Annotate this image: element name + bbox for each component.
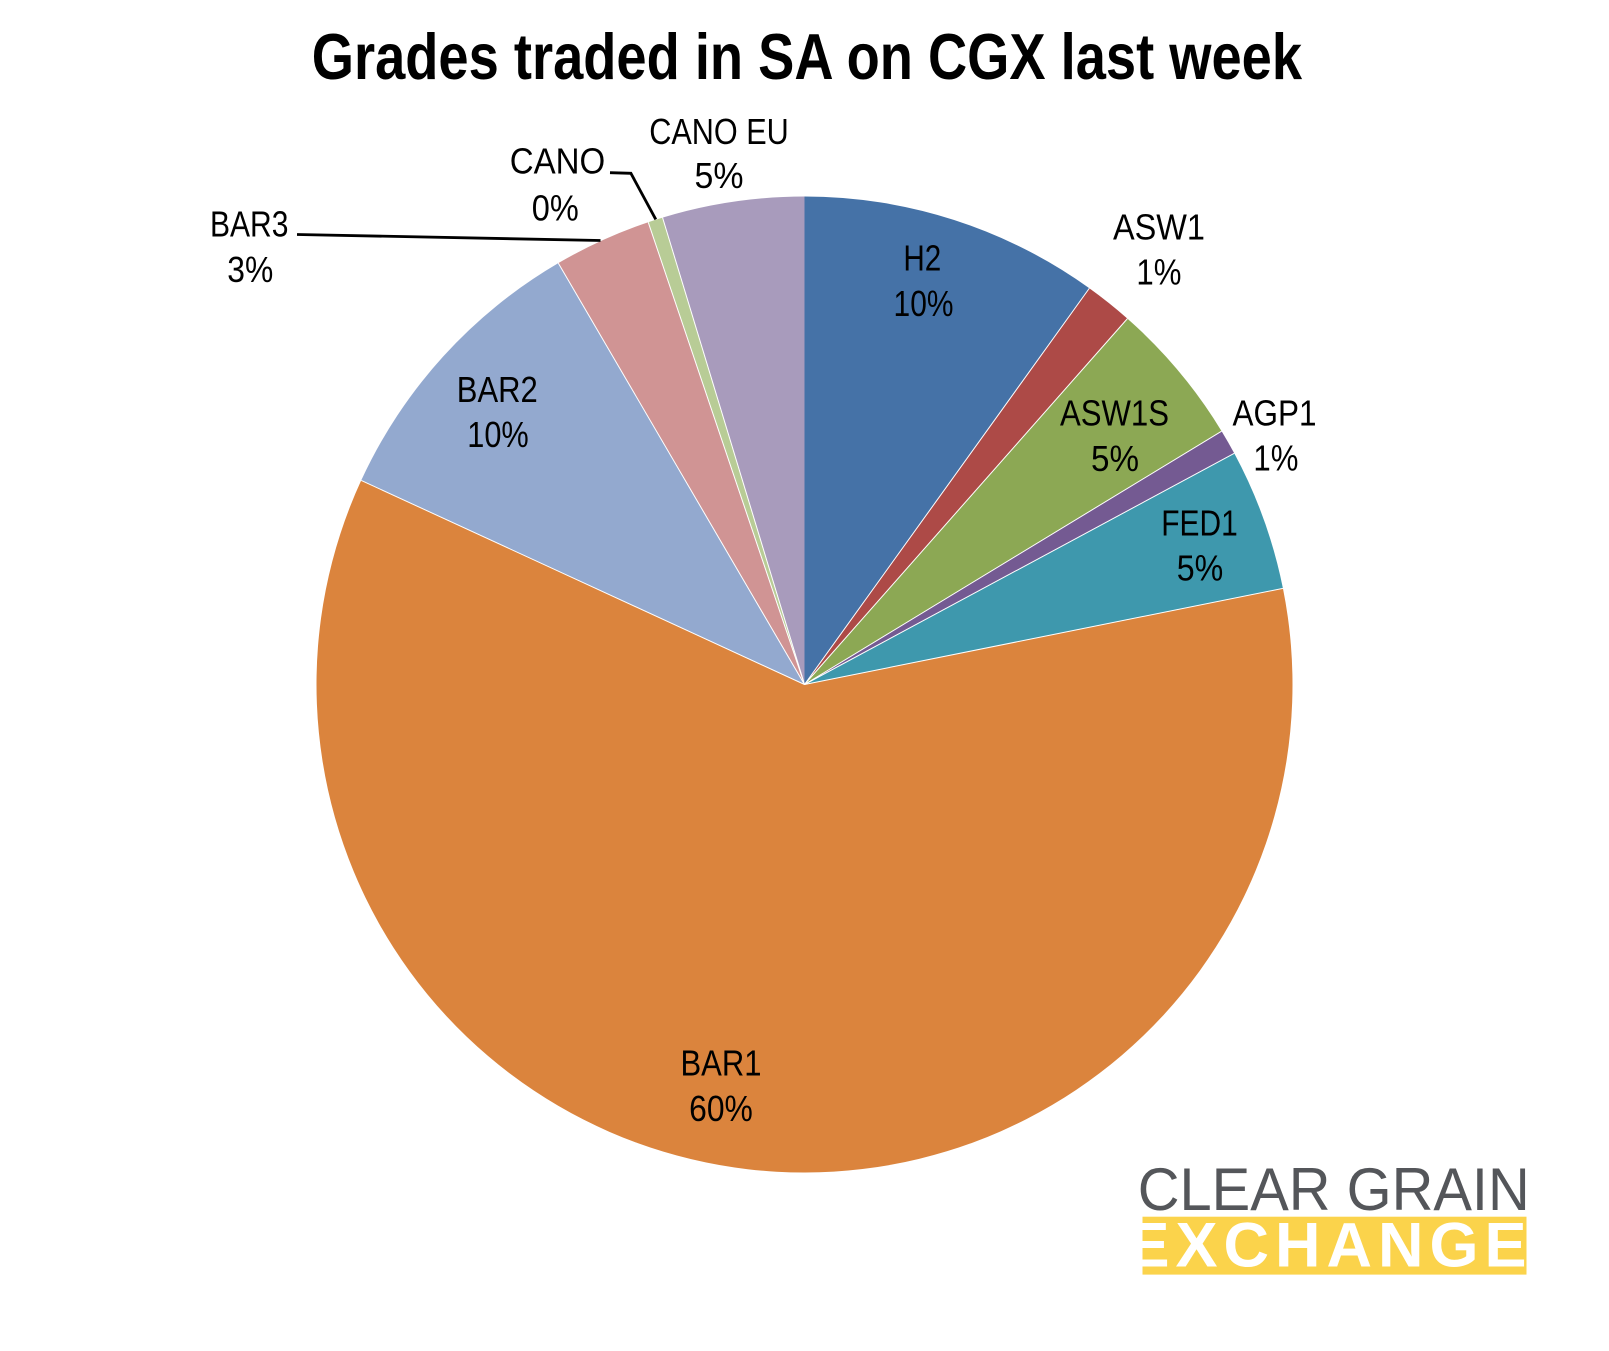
svg-text:10%: 10% xyxy=(467,414,529,455)
svg-text:ASW1: ASW1 xyxy=(1113,207,1205,248)
svg-text:FED1: FED1 xyxy=(1161,503,1238,544)
svg-text:5%: 5% xyxy=(695,155,744,196)
svg-text:10%: 10% xyxy=(894,283,954,324)
svg-text:BAR3: BAR3 xyxy=(210,204,289,245)
svg-text:5%: 5% xyxy=(1177,547,1224,588)
svg-text:ASW1S: ASW1S xyxy=(1060,393,1169,434)
svg-text:5%: 5% xyxy=(1091,438,1139,479)
svg-text:BAR1: BAR1 xyxy=(681,1043,762,1084)
svg-text:3%: 3% xyxy=(227,249,273,290)
svg-text:1%: 1% xyxy=(1136,251,1181,292)
svg-text:AGP1: AGP1 xyxy=(1233,393,1317,434)
svg-text:CANO: CANO xyxy=(510,141,606,182)
svg-text:BAR2: BAR2 xyxy=(457,369,538,410)
svg-text:CANO EU: CANO EU xyxy=(649,111,789,152)
svg-text:0%: 0% xyxy=(532,187,579,228)
svg-text:CLEAR GRAIN: CLEAR GRAIN xyxy=(1138,1156,1530,1223)
svg-text:EXCHANGE: EXCHANGE xyxy=(1128,1211,1527,1281)
svg-text:Grades traded in SA on CGX las: Grades traded in SA on CGX last week xyxy=(312,20,1303,93)
svg-text:60%: 60% xyxy=(689,1088,753,1129)
svg-text:H2: H2 xyxy=(903,238,941,279)
svg-text:1%: 1% xyxy=(1253,438,1298,479)
